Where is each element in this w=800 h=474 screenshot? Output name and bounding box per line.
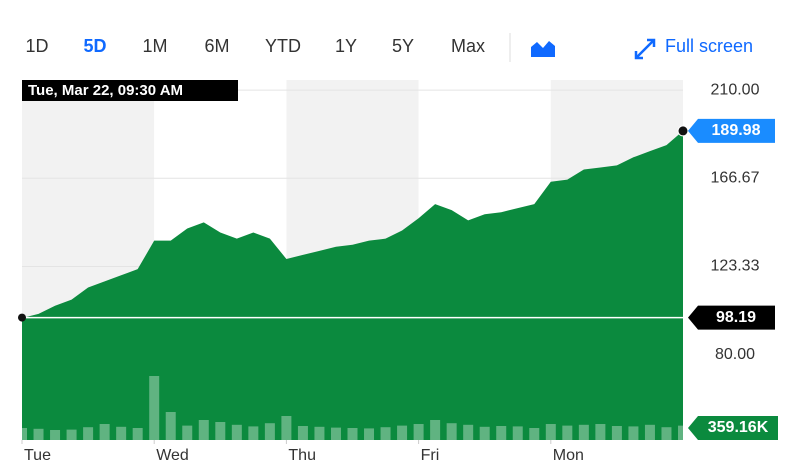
volume-bar [182,425,193,440]
range-tab[interactable]: 5D [83,36,106,56]
volume-bar [17,428,27,440]
volume-bar [611,426,622,440]
volume-bar [215,422,226,440]
volume-bar [380,427,391,440]
last-price-badge [688,118,775,143]
volume-bar [562,425,573,440]
volume-bar [297,426,308,440]
price-area [22,130,683,441]
last-price-label: 189.98 [712,122,761,139]
y-tick-label: 123.33 [711,258,760,275]
volume-bar [33,428,44,440]
volume-bar [628,426,639,440]
y-tick-label: 166.67 [711,170,760,187]
fullscreen-icon[interactable] [634,38,656,60]
volume-bar [529,428,540,440]
range-tab[interactable]: 5Y [392,36,414,56]
range-tab[interactable]: YTD [265,36,301,56]
x-tick-label: Tue [24,447,51,464]
volume-bar [661,427,672,440]
x-tick-label: Mon [553,447,584,464]
volume-bar [496,426,507,440]
range-tab[interactable]: 1Y [335,36,357,56]
range-tab[interactable]: 6M [204,36,229,56]
y-tick-label: 210.00 [711,81,760,98]
volume-bar [479,426,490,440]
volume-bar [397,425,408,440]
range-tab[interactable]: Max [451,36,485,56]
y-tick-label: 80.00 [715,346,755,363]
volume-bar [330,427,341,440]
volume-bar [281,416,292,440]
volume-bar [231,424,242,440]
previous-close-label: 98.19 [716,309,756,326]
volume-bar [678,425,688,440]
volume-bar [644,424,655,440]
crosshair-box [22,80,238,101]
chart-type-icon[interactable] [531,41,555,57]
volume-bar [430,420,441,440]
crosshair-label: Tue, Mar 22, 09:30 AM [28,82,183,99]
volume-bar [314,426,325,440]
volume-bar [66,429,77,440]
volume-bar [595,424,606,440]
x-tick-label: Thu [288,447,316,464]
volume-bar [132,428,143,440]
last-price-dot [677,125,689,137]
volume-bar [248,426,259,440]
volume-bar [512,426,523,440]
plot [17,125,689,441]
volume-bar [413,424,424,440]
volume-bar [198,420,209,440]
volume-bar [364,428,375,440]
x-tick-label: Wed [156,447,189,464]
volume-bar [116,426,127,440]
volume-bar [463,424,474,440]
volume-label: 359.16K [708,419,769,436]
volume-bar [165,412,176,440]
volume-bar [264,423,275,440]
previous-close-badge [688,305,775,330]
volume-bar [545,424,556,440]
volume-bar [50,430,61,440]
previous-close-dot [18,313,26,322]
range-tab[interactable]: 1D [25,36,48,56]
range-tab[interactable]: 1M [142,36,167,56]
volume-badge [688,416,778,440]
x-tick-label: Fri [421,447,440,464]
volume-bar [578,424,589,440]
volume-bar [83,427,94,440]
volume-bar [99,424,110,440]
fullscreen-button[interactable]: Full screen [665,36,753,56]
volume-bar [149,376,160,440]
volume-bar [446,423,457,440]
volume-bar [347,428,358,440]
